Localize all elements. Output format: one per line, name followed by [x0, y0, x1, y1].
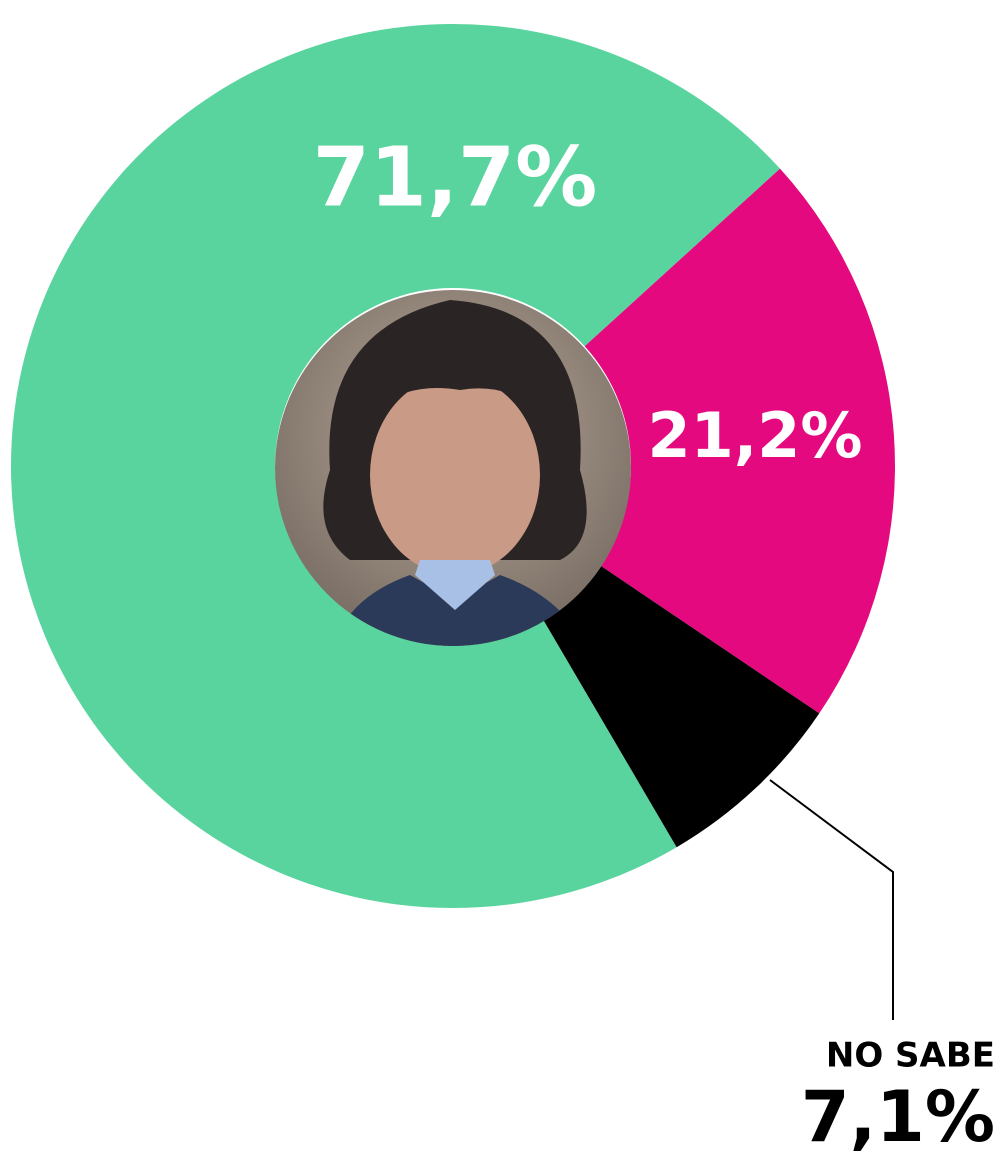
donut — [11, 24, 896, 909]
slice — [11, 24, 781, 909]
value-label: 21,2% — [647, 399, 862, 472]
leader-line — [769, 779, 894, 1020]
slice — [584, 168, 896, 714]
slice — [543, 565, 820, 848]
category-label: NO SABE — [826, 1036, 995, 1076]
value-label: 71,7% — [313, 130, 597, 225]
value-label: 7,1% — [801, 1076, 995, 1158]
